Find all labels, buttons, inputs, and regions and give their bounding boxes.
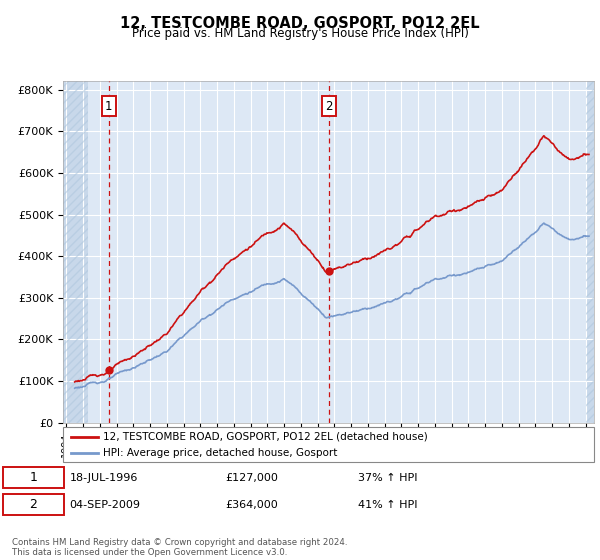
FancyBboxPatch shape bbox=[63, 427, 594, 462]
Text: 18-JUL-1996: 18-JUL-1996 bbox=[70, 473, 138, 483]
Text: £127,000: £127,000 bbox=[225, 473, 278, 483]
Text: Price paid vs. HM Land Registry's House Price Index (HPI): Price paid vs. HM Land Registry's House … bbox=[131, 27, 469, 40]
Bar bbox=[586, 81, 594, 423]
Text: 41% ↑ HPI: 41% ↑ HPI bbox=[358, 500, 417, 510]
Bar bbox=[586, 81, 594, 423]
Bar bbox=[63, 81, 88, 423]
Text: 2: 2 bbox=[325, 100, 332, 113]
Text: 04-SEP-2009: 04-SEP-2009 bbox=[70, 500, 140, 510]
Text: 1: 1 bbox=[29, 471, 37, 484]
Text: 1: 1 bbox=[105, 100, 113, 113]
Text: HPI: Average price, detached house, Gosport: HPI: Average price, detached house, Gosp… bbox=[103, 448, 337, 458]
FancyBboxPatch shape bbox=[4, 468, 64, 488]
FancyBboxPatch shape bbox=[4, 494, 64, 515]
Bar bbox=[63, 81, 88, 423]
Text: 12, TESTCOMBE ROAD, GOSPORT, PO12 2EL: 12, TESTCOMBE ROAD, GOSPORT, PO12 2EL bbox=[120, 16, 480, 31]
Text: 2: 2 bbox=[29, 498, 37, 511]
Text: Contains HM Land Registry data © Crown copyright and database right 2024.
This d: Contains HM Land Registry data © Crown c… bbox=[12, 538, 347, 557]
Text: £364,000: £364,000 bbox=[225, 500, 278, 510]
Text: 12, TESTCOMBE ROAD, GOSPORT, PO12 2EL (detached house): 12, TESTCOMBE ROAD, GOSPORT, PO12 2EL (d… bbox=[103, 432, 428, 442]
Text: 37% ↑ HPI: 37% ↑ HPI bbox=[358, 473, 417, 483]
